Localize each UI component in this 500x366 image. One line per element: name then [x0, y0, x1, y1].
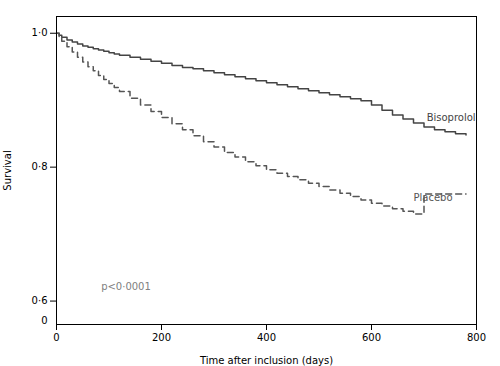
svg-text:0: 0 [41, 315, 47, 326]
svg-text:Bisoprolol: Bisoprolol [427, 112, 476, 123]
svg-text:Time after inclusion (days): Time after inclusion (days) [199, 355, 333, 366]
svg-text:0: 0 [53, 332, 59, 343]
svg-text:0·6: 0·6 [32, 295, 48, 306]
svg-text:Survival: Survival [2, 150, 13, 190]
svg-text:0·8: 0·8 [32, 161, 48, 172]
svg-text:p<0·0001: p<0·0001 [101, 281, 151, 292]
svg-text:1·0: 1·0 [32, 27, 48, 38]
svg-text:600: 600 [362, 332, 381, 343]
svg-text:400: 400 [257, 332, 276, 343]
svg-text:800: 800 [467, 332, 486, 343]
svg-text:200: 200 [152, 332, 171, 343]
svg-text:Placebo: Placebo [414, 192, 453, 203]
